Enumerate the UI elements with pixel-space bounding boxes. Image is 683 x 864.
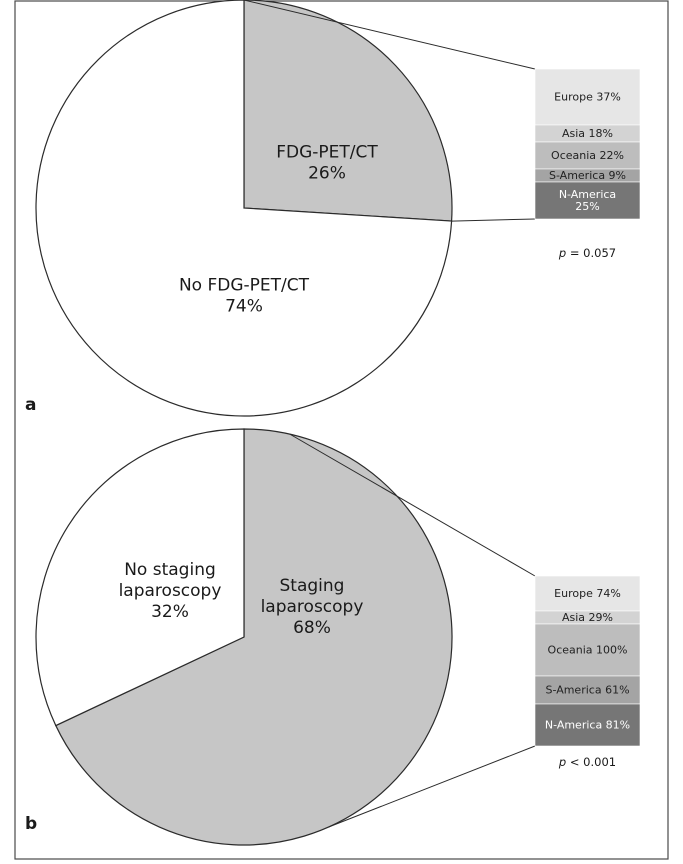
pie-slice [243, 0, 453, 222]
slice-label-line: FDG-PET/CT [276, 143, 378, 163]
breakdown-label-line: 25% [575, 200, 599, 213]
slice-label-line: 32% [151, 602, 189, 622]
slice-label-line: laparoscopy [119, 581, 222, 601]
slice-label-line: 68% [293, 618, 331, 638]
breakdown-label: N-America 81% [545, 719, 630, 732]
slice-label-line: laparoscopy [261, 597, 364, 617]
connector-line-bottom [451, 218, 536, 222]
p-value-text: = 0.057 [566, 246, 616, 260]
breakdown-label-line: Europe 74% [554, 587, 621, 600]
breakdown-label: N-America 25% [559, 188, 616, 213]
slice-label-line: No staging [124, 560, 216, 580]
breakdown-segment [534, 623, 641, 677]
breakdown-label-line: N-America [559, 188, 616, 201]
p-value: p < 0.001 [558, 755, 616, 769]
panel-b: Staging laparoscopy 68%No staging laparosco… [25, 428, 641, 846]
breakdown-label: Asia 29% [562, 611, 613, 624]
breakdown-label: Asia 18% [562, 127, 613, 140]
pie-slice [35, 0, 453, 417]
breakdown-label-line: N-America 81% [545, 719, 630, 732]
breakdown-label-line: Asia 18% [562, 127, 613, 140]
slice-label: Staging laparoscopy 68% [261, 576, 364, 638]
connector-line-top [243, 0, 536, 70]
p-value-text: < 0.001 [566, 755, 616, 769]
breakdown-label-line: Oceania 100% [548, 644, 628, 657]
slice-label-line: 26% [308, 164, 346, 184]
slice-label-line: Staging [280, 576, 345, 596]
p-value-symbol: p [558, 246, 566, 260]
slice-label: No staging laparoscopy 32% [119, 560, 222, 622]
breakdown-label: S-America 61% [545, 684, 629, 697]
breakdown-segment [534, 181, 641, 220]
breakdown-segment [534, 68, 641, 126]
slice-label: No FDG-PET/CT 74% [179, 276, 310, 317]
pie-slice [35, 428, 245, 727]
breakdown-label-line: Europe 37% [554, 91, 621, 104]
slice-label: FDG-PET/CT 26% [276, 143, 378, 184]
breakdown-segment [534, 703, 641, 747]
figure-border [14, 0, 669, 860]
p-value-symbol: p [558, 755, 566, 769]
breakdown-segment [534, 575, 641, 612]
breakdown-label: S-America 9% [549, 169, 626, 182]
pie-slice [55, 428, 453, 846]
panel-label: b [25, 814, 37, 834]
breakdown-label: Europe 37% [554, 91, 621, 104]
breakdown-label-line: S-America 61% [545, 684, 629, 697]
connector-line-bottom [328, 745, 536, 828]
breakdown-label-line: S-America 9% [549, 169, 626, 182]
breakdown-segment [534, 675, 641, 705]
breakdown-label-line: Asia 29% [562, 611, 613, 624]
breakdown-label: Europe 74% [554, 587, 621, 600]
breakdown-label: Oceania 22% [551, 149, 624, 162]
slice-label-line: No FDG-PET/CT [179, 276, 310, 296]
panel-a: FDG-PET/CT 26% No FDG-PET/CT 74% Europe 37% A… [25, 0, 641, 417]
breakdown-label: Oceania 100% [548, 644, 628, 657]
p-value: p = 0.057 [558, 246, 616, 260]
connector-line-top [289, 433, 536, 577]
breakdown-label-line: Oceania 22% [551, 149, 624, 162]
slice-label-line: 74% [225, 297, 263, 317]
panel-label: a [25, 395, 36, 415]
